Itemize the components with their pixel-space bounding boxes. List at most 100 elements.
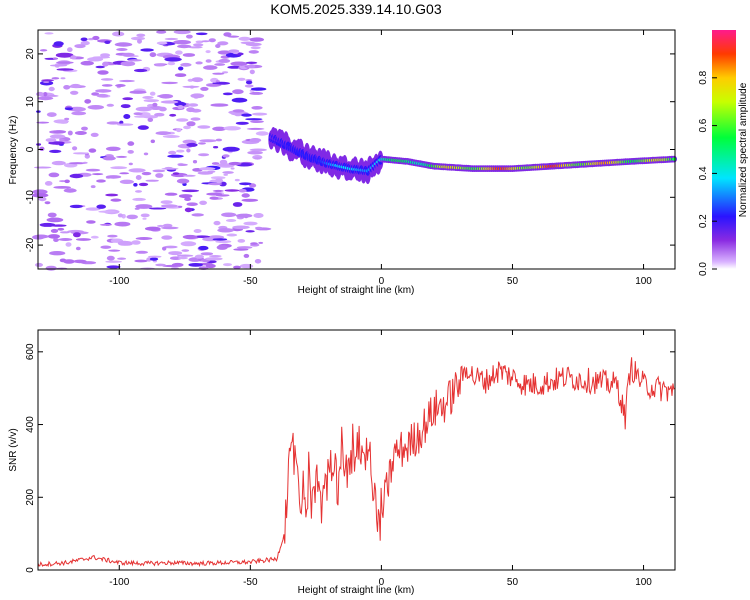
spectrogram-noise-cell [101,84,113,87]
spectrogram-noise-cell [215,163,233,167]
spectrogram-noise-cell [239,263,254,269]
spectrogram-noise-cell [46,217,64,223]
spectrogram-noise-cell [186,121,196,127]
spectrogram-noise-cell [254,226,263,229]
spectrogram-noise-cell [135,106,153,112]
spectrogram-noise-cell [37,96,54,101]
spectrogram-noise-cell [234,113,242,117]
spectrogram-noise-cell [39,222,56,227]
spectrogram-noise-cell [51,160,66,166]
spectrogram-noise-cell [215,138,223,142]
spectrogram-noise-cell [232,202,243,207]
spectrogram-noise-cell [249,91,264,95]
spectrogram-noise-cell [72,152,89,155]
spectrogram-noise-cell [215,44,221,48]
snr-y-ticks: 0 200 400 600 [25,343,675,573]
spectrogram-noise-cell [167,61,176,66]
spectrogram-noise-cell [84,154,91,159]
spectrogram-noise-cell [35,262,43,267]
spectrogram-noise-cell [175,50,183,55]
spectrogram-noise-cell [193,229,202,233]
spectrogram-track-core [671,157,677,161]
spectrogram-noise-cell [245,61,258,64]
spectrogram-noise-cell [178,205,183,208]
x-tick-label: 0 [379,276,385,287]
spectrogram-noise-cell [53,119,69,124]
spectrogram-noise-cell [176,149,185,153]
spectrogram-noise-cell [129,90,147,94]
spectrogram-noise-cell [161,226,179,230]
spectrogram-noise-cell [195,61,203,65]
spectrogram-noise-cell [209,196,219,200]
spectrogram-noise-cell [234,178,240,182]
spectrogram-noise-cell [53,186,72,189]
spectrogram-noise-cell [114,221,131,227]
spectrogram-noise-cell [69,162,86,165]
spectrogram-noise-cell [164,192,178,196]
spectrogram-noise-cell [98,210,116,213]
snr-series-line [37,357,675,568]
spectrogram-noise-cell [132,197,146,201]
spectrogram-noise-cell [199,167,216,171]
spectrogram-noise-cell [208,38,216,43]
colorbar-gradient [712,30,736,269]
spectrogram-noise-cell [63,85,71,90]
spectrogram-noise-cell [64,107,74,111]
y-tick-label: -20 [25,237,36,252]
spectrogram-noise-cell [245,118,263,121]
x-tick-label: 0 [379,577,385,588]
spectrogram-noise-cell [161,167,179,170]
spectrogram-noise-cell [122,97,134,101]
spectrogram-noise-cell [45,138,57,143]
spectrogram-noise-cell [205,59,212,63]
spectrogram-noise-cell [235,121,249,125]
spectrogram-noise-cell [186,202,198,206]
spectrogram-noise-cell [64,117,70,121]
spectrogram-noise-cell [160,100,179,104]
spectrogram-noise-cell [232,89,244,95]
spectrogram-noise-cell [75,238,92,241]
spectrogram-noise-cell [58,238,73,241]
spectrogram-noise-cell [51,77,60,80]
spectrogram-noise-cell [99,223,113,226]
spectrogram-noise-cell [148,207,167,210]
spectrogram-noise-cell [199,200,208,205]
spectrogram-noise-cell [158,106,167,112]
spectrogram-noise-cell [171,262,184,267]
spectrogram-noise-cell [110,166,128,170]
spectrogram-noise-cell [243,253,250,258]
spectrogram-noise-cell [75,246,81,251]
x-tick-label: 50 [507,577,519,588]
spectrogram-noise-cell [131,36,145,41]
spectrogram-noise-cell [70,55,77,60]
spectrogram-noise-cell [199,139,217,143]
spectrogram-noise-cell [80,37,88,42]
spectrogram-noise-cell [138,182,149,187]
spectrogram-noise-cell [149,91,156,96]
spectrogram-noise-cell [174,73,187,77]
spectrogram-noise-cell [252,112,268,116]
spectrogram-noise-cell [245,230,255,233]
spectrogram-noise-cell [222,171,234,174]
spectrogram-noise-cell [41,79,55,82]
spectrogram-noise-cell [67,130,73,136]
spectrogram-noise-cell [231,97,248,103]
spectrogram-noise-cell [67,47,73,53]
spectrogram-noise-cell [222,146,240,152]
spectrogram-noise-cell [70,83,81,89]
spectrogram-noise-cell [122,52,135,57]
spectrogram-noise-cell [164,37,179,41]
colorbar-label: Normalized spectral amplitude [738,82,749,217]
spectrogram-noise-cell [74,44,86,49]
spectrogram-noise-cell [131,240,141,245]
spectrogram-noise-cell [222,154,230,158]
spectrogram-noise-cell [160,200,173,205]
colorbar-tick-label: 0.4 [698,166,709,180]
spectrogram-noise-cell [87,105,105,110]
spectrogram-noise-cell [197,125,211,129]
spectrogram-noise-cell [237,77,246,81]
colorbar-tick-label: 0.0 [698,262,709,276]
spectrogram-noise-cell [46,112,57,117]
snr-x-label: Height of straight line (km) [298,585,415,596]
spectrogram-noise-cell [190,117,201,121]
